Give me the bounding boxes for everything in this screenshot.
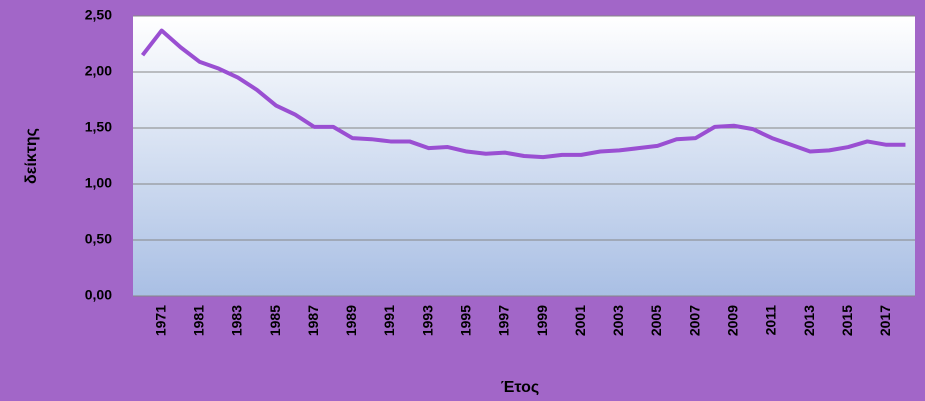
x-tick-label: 2007 — [686, 305, 702, 336]
x-tick-label: 1999 — [534, 305, 550, 336]
x-tick-label: 2017 — [877, 305, 893, 336]
x-tick-label: 2011 — [763, 305, 779, 336]
x-tick-label: 1987 — [305, 305, 321, 336]
y-tick-label: 0,50 — [85, 231, 112, 247]
y-tick-label: 0,00 — [85, 287, 112, 303]
x-tick-label: 1985 — [267, 305, 283, 336]
y-axis-title: δείκτης — [23, 128, 40, 184]
x-tick-label: 2003 — [610, 305, 626, 336]
x-tick-label: 2001 — [572, 305, 588, 336]
x-tick-label: 2009 — [725, 305, 741, 336]
x-tick-label: 1997 — [496, 305, 512, 336]
x-tick-label: 1983 — [229, 305, 245, 336]
x-tick-label: 1971 — [152, 305, 168, 336]
x-tick-label: 1995 — [457, 305, 473, 336]
line — [140, 28, 906, 160]
x-axis-title: Έτος — [501, 379, 539, 396]
y-tick-label: 1,50 — [85, 119, 112, 135]
y-tick-label: 2,00 — [85, 63, 112, 79]
x-tick-label: 2015 — [839, 305, 855, 336]
x-tick-label: 1989 — [343, 305, 359, 336]
x-tick-label: 2013 — [801, 305, 817, 336]
y-tick-label: 2,50 — [85, 7, 112, 23]
y-tick-label: 1,00 — [85, 175, 112, 191]
x-tick-label: 1991 — [381, 305, 397, 336]
x-tick-label: 2005 — [648, 305, 664, 336]
x-tick-label: 1993 — [419, 305, 435, 336]
x-tick-label: 1981 — [190, 305, 206, 336]
